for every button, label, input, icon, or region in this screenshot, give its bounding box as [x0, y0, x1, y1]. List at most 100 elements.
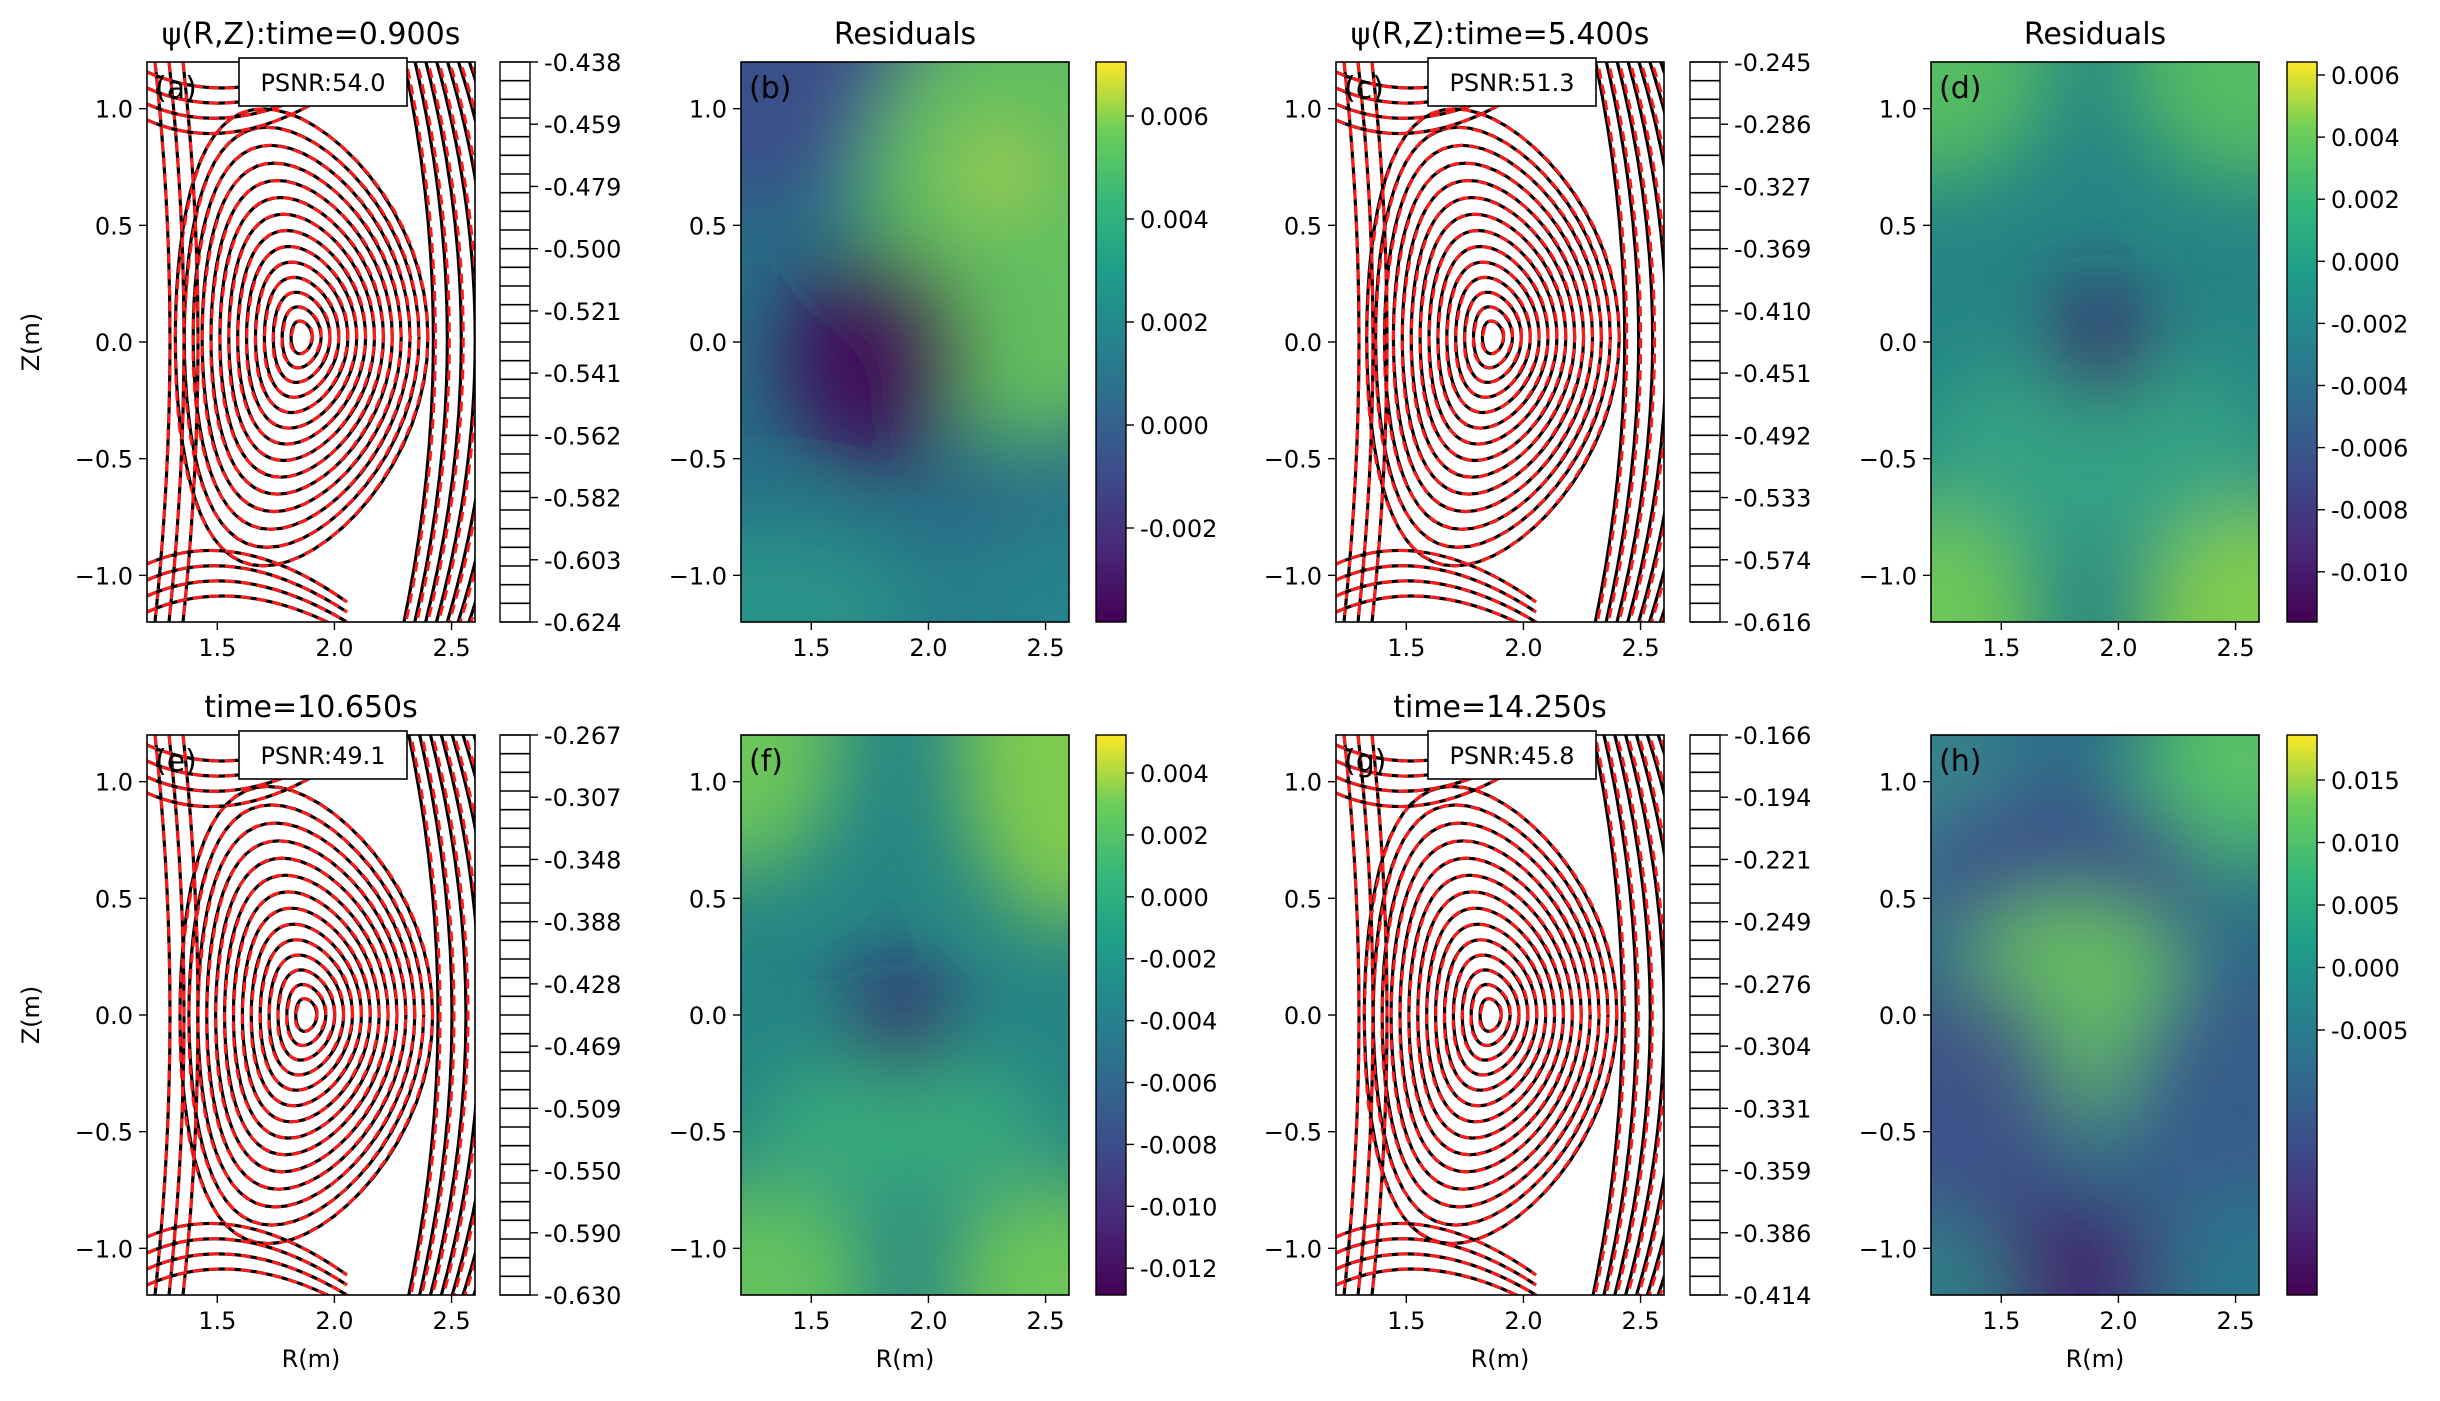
colorbar-tick-label: 0.000	[2331, 248, 2400, 276]
reconstruction-contour	[205, 839, 408, 1191]
x-tick-label: 2.5	[2216, 634, 2254, 662]
reconstruction-open-line	[1604, 735, 1640, 1295]
x-tick-label: 1.5	[1982, 634, 2020, 662]
panel-title: Residuals	[2024, 17, 2166, 52]
reconstruction-contour	[1389, 839, 1592, 1191]
reconstruction-contour	[1418, 212, 1568, 463]
reconstruction-contour	[1480, 319, 1506, 356]
colorbar-tick-label: -0.348	[544, 846, 621, 874]
x-tick-label: 1.5	[1387, 1307, 1425, 1335]
heatmap-field	[741, 735, 1069, 1295]
colorbar-tick-label: -0.438	[544, 49, 621, 77]
x-tick-label: 1.5	[1982, 1307, 2020, 1335]
reconstruction-divertor-line	[147, 579, 348, 622]
colorbar-tick-label: -0.369	[1734, 236, 1811, 264]
colorbar-tick-label: 0.005	[2331, 892, 2400, 920]
reconstruction-inboard-line	[1356, 62, 1375, 622]
residual-blob	[1931, 347, 2259, 547]
reconstruction-contour	[240, 906, 372, 1124]
colorbar-tick-label: -0.304	[1734, 1033, 1811, 1061]
reconstruction-inboard-line	[153, 735, 172, 1295]
y-tick-label: 0.0	[689, 1002, 727, 1030]
colorbar-tick-label: -0.267	[544, 722, 621, 750]
colorbar-tick-label: -0.603	[544, 547, 621, 575]
reconstruction-contour	[258, 938, 355, 1092]
reconstruction-contour	[1380, 821, 1601, 1209]
y-axis-label: Z(m)	[17, 986, 45, 1045]
residual-blob	[2129, 62, 2259, 182]
reconstruction-contour	[289, 319, 314, 356]
reconstruction-divertor-line	[147, 564, 348, 614]
colorbar-tick-label: -0.624	[544, 609, 621, 637]
colorbar-tick-label: -0.307	[544, 784, 621, 812]
contour-field	[147, 735, 475, 1295]
reconstruction-open-line	[1593, 735, 1626, 1295]
x-tick-label: 1.5	[198, 634, 236, 662]
reconstruction-contour	[276, 968, 337, 1062]
colorbar-tick-label: -0.166	[1734, 722, 1811, 750]
colorbar-tick-label: -0.005	[2331, 1017, 2408, 1045]
reconstruction-inboard-line	[1370, 62, 1389, 622]
x-axis-label: R(m)	[2066, 1345, 2125, 1373]
reconstruction-inboard-line	[153, 62, 172, 622]
colorbar-tick-label: 0.002	[1140, 309, 1209, 337]
reconstruction-contour	[1383, 143, 1603, 531]
residual-blob	[741, 735, 841, 875]
reconstruction-open-line	[1615, 735, 1654, 1295]
truth-open-line	[1636, 62, 1664, 622]
reconstruction-contour	[1442, 938, 1539, 1092]
truth-contour	[209, 178, 394, 496]
panel-d: 1.5 2.0 2.5 1.0 0.5 0.0 −0.5 −1.0 Residuals (d) 0.…	[1859, 17, 2409, 662]
y-tick-label: 0.5	[1879, 885, 1917, 913]
colorbar-tick-label: -0.359	[1734, 1158, 1811, 1186]
colorbar-tick-label: -0.388	[544, 909, 621, 937]
reconstruction-contour	[253, 260, 350, 415]
colorbar	[1690, 61, 1720, 623]
reconstruction-open-line	[426, 62, 465, 622]
reconstruction-contour	[1433, 922, 1548, 1108]
colorbar-tick-label: 0.000	[2331, 955, 2400, 983]
residual-blob	[973, 146, 1024, 197]
truth-open-line	[1634, 735, 1664, 1295]
colorbar	[500, 61, 530, 623]
colorbar-tick-label: -0.010	[1140, 1193, 1217, 1221]
colorbar-tick-label: -0.590	[544, 1220, 621, 1248]
reconstruction-contour	[1427, 228, 1559, 446]
reconstruction-contour	[293, 997, 319, 1033]
reconstruction-open-line	[404, 62, 437, 622]
truth-contour	[1400, 178, 1586, 496]
colorbar-tick-label: -0.221	[1734, 846, 1811, 874]
x-tick-label: 2.5	[1026, 634, 1064, 662]
y-tick-label: 0.0	[1879, 329, 1917, 357]
y-tick-label: 0.5	[1879, 212, 1917, 240]
panel-label: (c)	[1344, 71, 1384, 106]
panel-label: (b)	[749, 71, 791, 106]
reconstruction-divertor-line	[147, 548, 348, 604]
y-tick-label: −0.5	[1264, 1119, 1322, 1147]
y-tick-label: 1.0	[1879, 769, 1917, 797]
colorbar-tick-label: 0.004	[1140, 206, 1209, 234]
contour-field	[147, 62, 475, 622]
residual-blob	[1931, 970, 2077, 1270]
y-tick-label: 0.5	[689, 885, 727, 913]
reconstruction-contour	[249, 922, 363, 1108]
y-tick-label: −1.0	[75, 562, 133, 590]
y-tick-label: 0.5	[1284, 885, 1322, 913]
colorbar-tick-label: -0.410	[1734, 298, 1811, 326]
colorbar-tick-label: -0.521	[544, 298, 621, 326]
reconstruction-contour	[1478, 997, 1503, 1033]
x-tick-label: 1.5	[792, 1307, 830, 1335]
reconstruction-divertor-line	[1336, 1252, 1537, 1295]
x-tick-label: 2.0	[909, 1307, 947, 1335]
y-tick-label: 0.5	[95, 212, 133, 240]
truth-open-line	[1645, 735, 1664, 1295]
colorbar-tick-label: 0.006	[1140, 103, 1209, 131]
panel-b: 1.5 2.0 2.5 1.0 0.5 0.0 −0.5 −1.0 Residuals (b) 0.…	[669, 17, 1218, 662]
panel-title: time=10.650s	[204, 690, 418, 725]
y-tick-label: 1.0	[95, 769, 133, 797]
reconstruction-inboard-line	[167, 62, 186, 622]
reconstruction-inboard-line	[1342, 62, 1361, 622]
reconstruction-divertor-line	[1336, 1267, 1520, 1295]
panel-label: (d)	[1939, 71, 1981, 106]
colorbar-frame	[1689, 734, 1721, 1296]
